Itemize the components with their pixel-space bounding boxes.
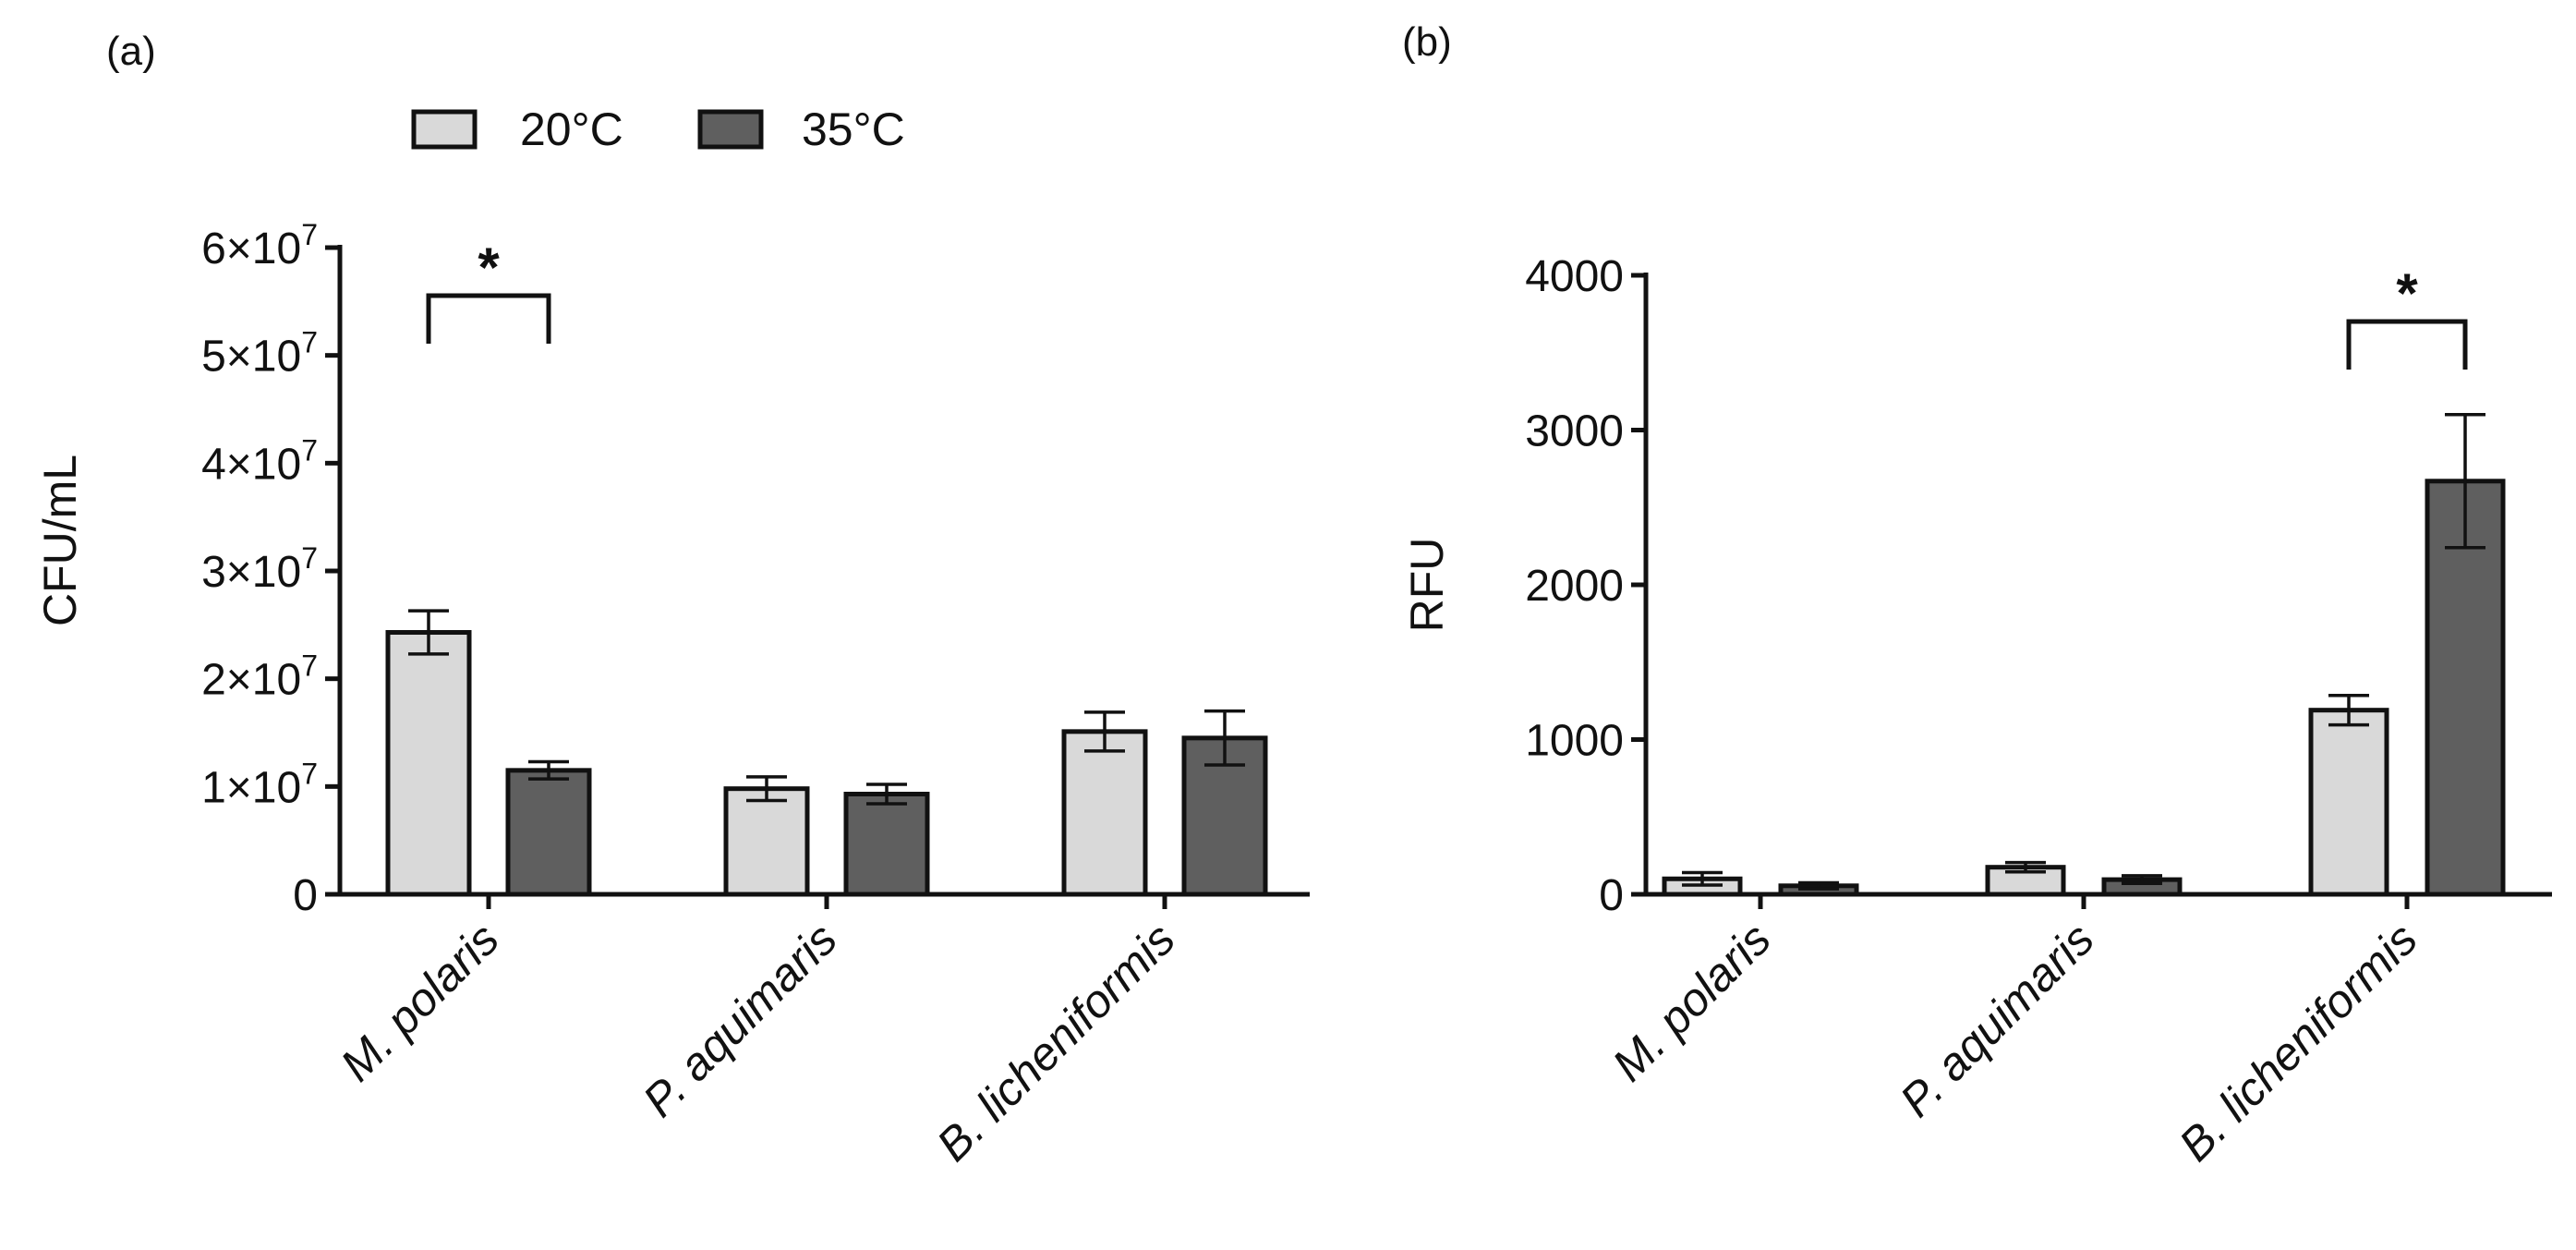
y-tick-label-exponent: 7 — [301, 541, 318, 575]
y-tick-label-base: 4×10 — [201, 440, 301, 489]
y-tick-label-base: 0 — [1599, 871, 1624, 920]
y-tick-label: 3000 — [1525, 407, 1624, 456]
y-tick-label: 1000 — [1525, 717, 1624, 766]
y-tick-label-exponent: 7 — [301, 649, 318, 683]
legend-swatch-35c — [697, 109, 764, 150]
x-tick-label: P. aquimaris — [633, 913, 847, 1127]
legend: 20°C 35°C — [411, 103, 905, 155]
y-tick-label-base: 2×10 — [201, 656, 301, 705]
y-tick-label: 0 — [293, 871, 318, 920]
significance-marker: * — [478, 237, 500, 298]
bar-35c — [505, 768, 592, 897]
panel-a-label: (a) — [106, 29, 156, 74]
y-tick-label: 4×107 — [201, 433, 318, 489]
significance-bracket — [426, 293, 551, 344]
x-tick-label: M. polaris — [1602, 913, 1781, 1091]
y-tick-label-exponent: 7 — [301, 433, 318, 467]
x-tick-label: P. aquimaris — [1890, 913, 2104, 1127]
y-tick-label-base: 1×10 — [201, 763, 301, 812]
legend-label-20c: 20°C — [520, 103, 623, 155]
bar-35c — [2425, 479, 2506, 897]
y-tick-label: 2×107 — [201, 649, 318, 705]
y-tick-label-exponent: 7 — [301, 218, 318, 251]
y-tick-label: 2000 — [1525, 562, 1624, 611]
y-tick-label-base: 4000 — [1525, 252, 1624, 301]
x-tick-label: M. polaris — [331, 913, 509, 1091]
y-tick-label-base: 6×10 — [201, 225, 301, 273]
x-tick-label: B. licheniformis — [2169, 913, 2426, 1171]
y-tick-label-base: 1000 — [1525, 717, 1624, 766]
x-tick-label: B. licheniformis — [926, 913, 1184, 1171]
y-tick-label-base: 3000 — [1525, 407, 1624, 456]
legend-label-35c: 35°C — [802, 103, 905, 155]
y-tick-label-exponent: 7 — [301, 757, 318, 790]
y-tick-label: 5×107 — [201, 326, 318, 382]
y-tick-label-base: 0 — [293, 871, 318, 920]
bar-20c — [1061, 729, 1148, 897]
legend-swatch-20c — [411, 109, 478, 150]
y-tick-label: 3×107 — [201, 541, 318, 597]
y-tick-label: 6×107 — [201, 218, 318, 273]
panel-b-label: (b) — [1402, 19, 1452, 65]
y-tick-label: 4000 — [1525, 252, 1624, 301]
y-axis-label: RFU — [1401, 538, 1453, 633]
y-tick-label-exponent: 7 — [301, 326, 318, 359]
bar-20c — [2308, 708, 2389, 897]
y-tick-label: 0 — [1599, 871, 1624, 920]
bar-35c — [843, 792, 930, 897]
panel-a-chart: 01×1072×1073×1074×1075×1076×107CFU/mLM. … — [34, 218, 1310, 1171]
y-tick-label-base: 5×10 — [201, 333, 301, 382]
y-tick-label: 1×107 — [201, 757, 318, 812]
bar-20c — [385, 630, 472, 897]
significance-bracket — [2346, 319, 2468, 370]
y-axis-label: CFU/mL — [34, 455, 86, 626]
significance-marker: * — [2396, 262, 2418, 324]
bar-20c — [723, 786, 810, 897]
y-tick-label-base: 2000 — [1525, 562, 1624, 611]
panel-b-chart: 0 1000 2000 3000 4000 RFU M. polaris P. aquimar… — [1401, 252, 2552, 1171]
y-tick-label-base: 3×10 — [201, 548, 301, 597]
